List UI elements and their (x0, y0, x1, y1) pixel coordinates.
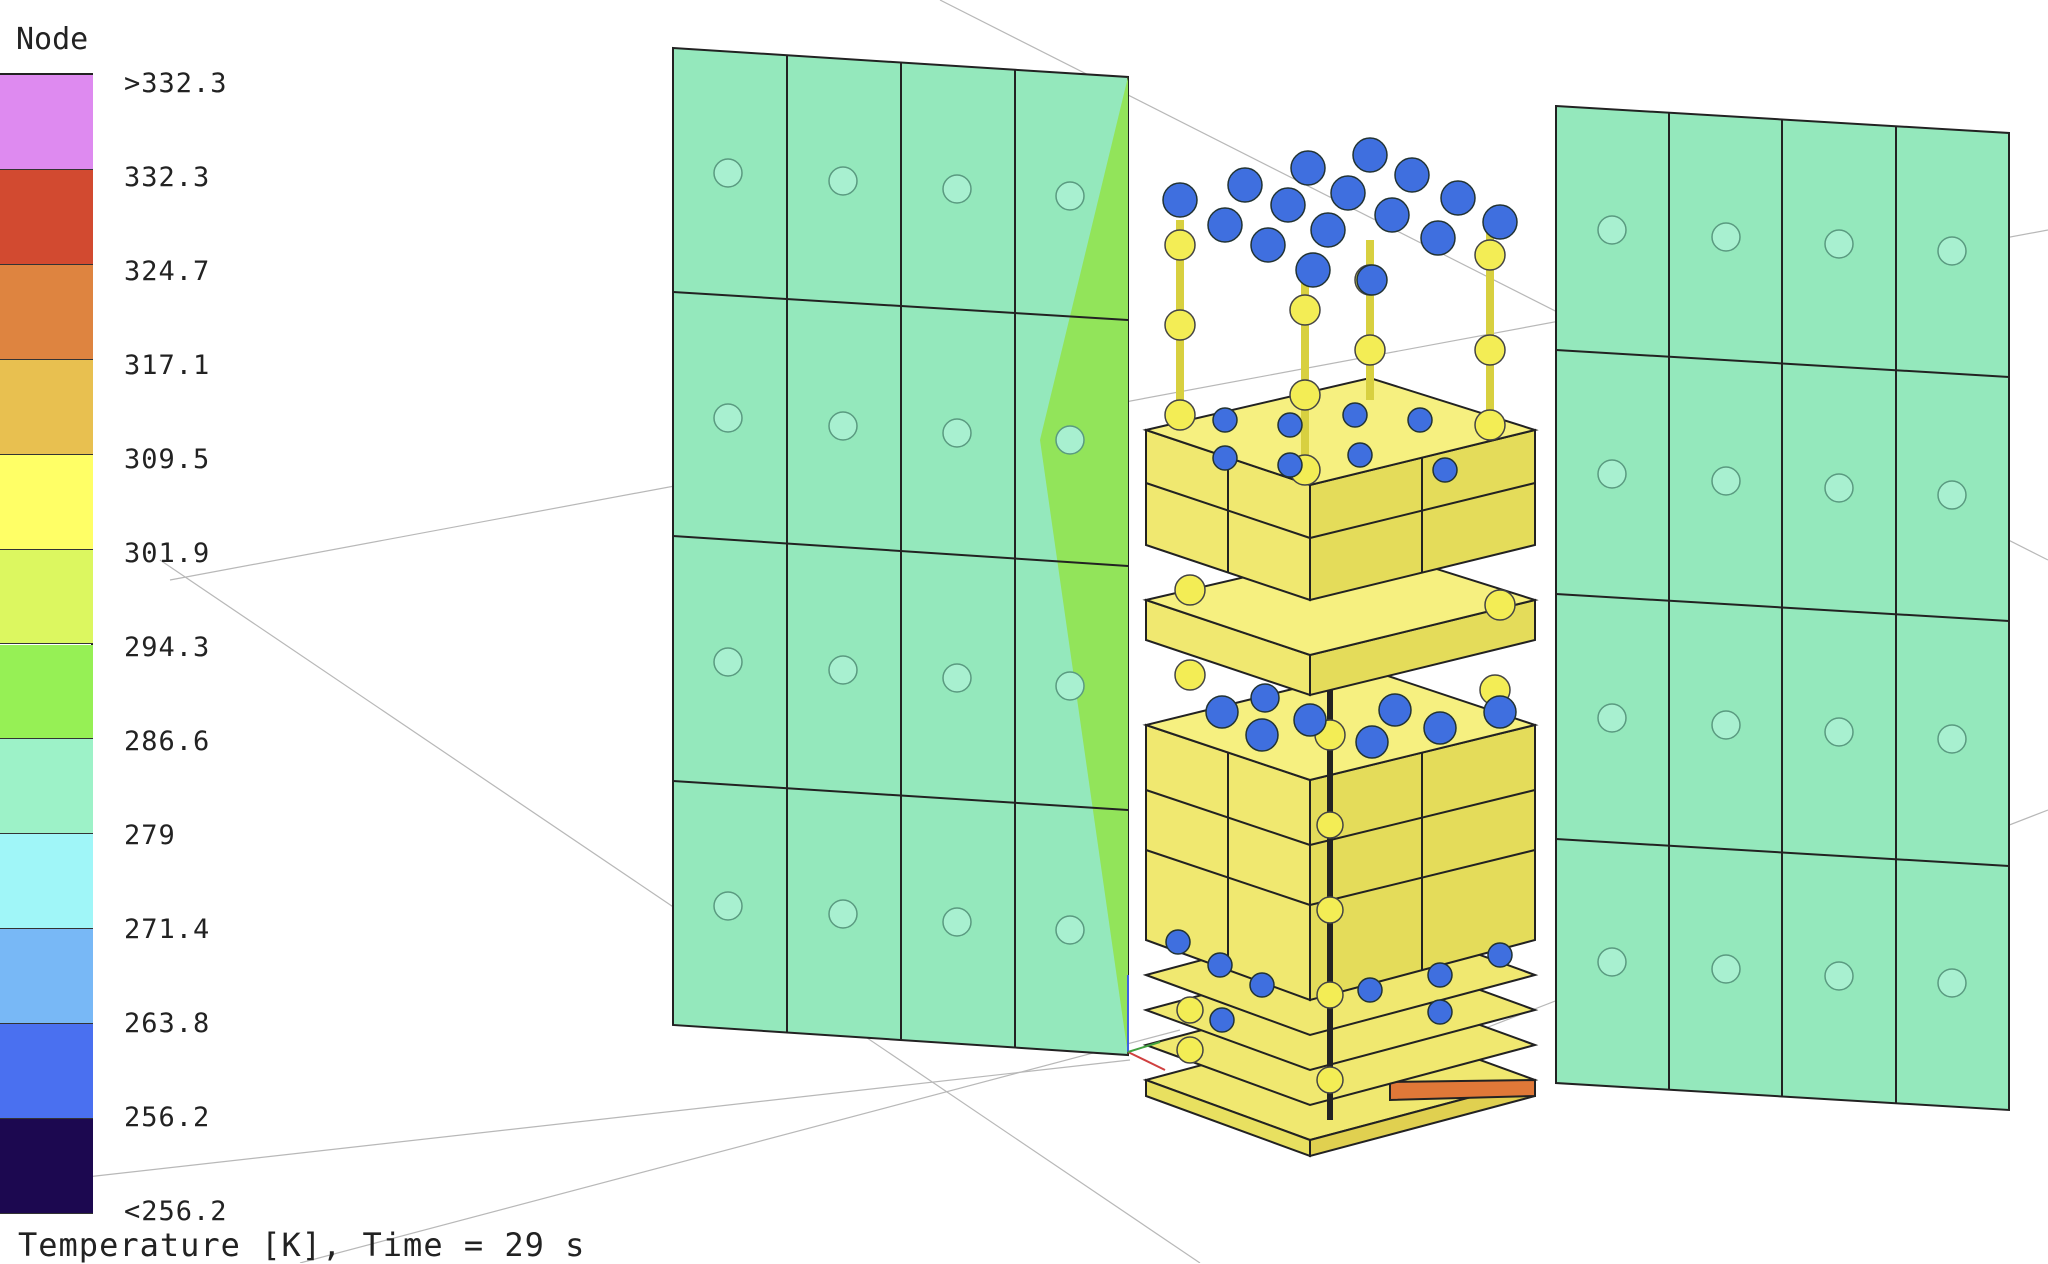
legend-swatch (0, 1119, 93, 1214)
legend-swatch (0, 359, 93, 455)
legend-tick-label: 324.7 (124, 256, 211, 287)
legend-tick-label: 309.5 (124, 444, 211, 475)
result-caption: Temperature [K], Time = 29 s (18, 1226, 586, 1264)
legend-swatch (0, 549, 93, 645)
legend-tick-label: 294.3 (124, 632, 211, 663)
legend-swatch (0, 739, 93, 835)
legend-swatch (0, 929, 93, 1025)
legend-swatch (0, 169, 93, 265)
axis-triad (1127, 975, 1166, 1071)
temperature-color-scale (0, 73, 93, 1214)
legend-title: Node (16, 22, 89, 57)
left-solar-panel[interactable] (672, 46, 1129, 1057)
legend-tick-label: 279 (124, 820, 176, 851)
legend-tick-label: <256.2 (124, 1196, 228, 1227)
satellite-body[interactable] (1142, 220, 1539, 1158)
legend-swatch (0, 1024, 93, 1120)
legend-swatch (0, 834, 93, 930)
legend-tick-label: 271.4 (124, 914, 211, 945)
legend-swatch (0, 454, 93, 550)
legend-tick-label: 263.8 (124, 1008, 211, 1039)
legend-tick-label: 256.2 (124, 1102, 211, 1133)
legend-tick-label: >332.3 (124, 68, 228, 99)
legend-tick-label: 317.1 (124, 350, 211, 381)
legend-tick-label: 301.9 (124, 538, 211, 569)
blue-node-spheres (1162, 137, 1518, 1033)
right-solar-panel[interactable] (1555, 104, 2010, 1112)
legend-tick-label: 332.3 (124, 162, 211, 193)
legend-swatch (0, 264, 93, 360)
legend-swatch (0, 644, 93, 740)
legend-swatch (0, 75, 93, 170)
legend-tick-label: 286.6 (124, 726, 211, 757)
